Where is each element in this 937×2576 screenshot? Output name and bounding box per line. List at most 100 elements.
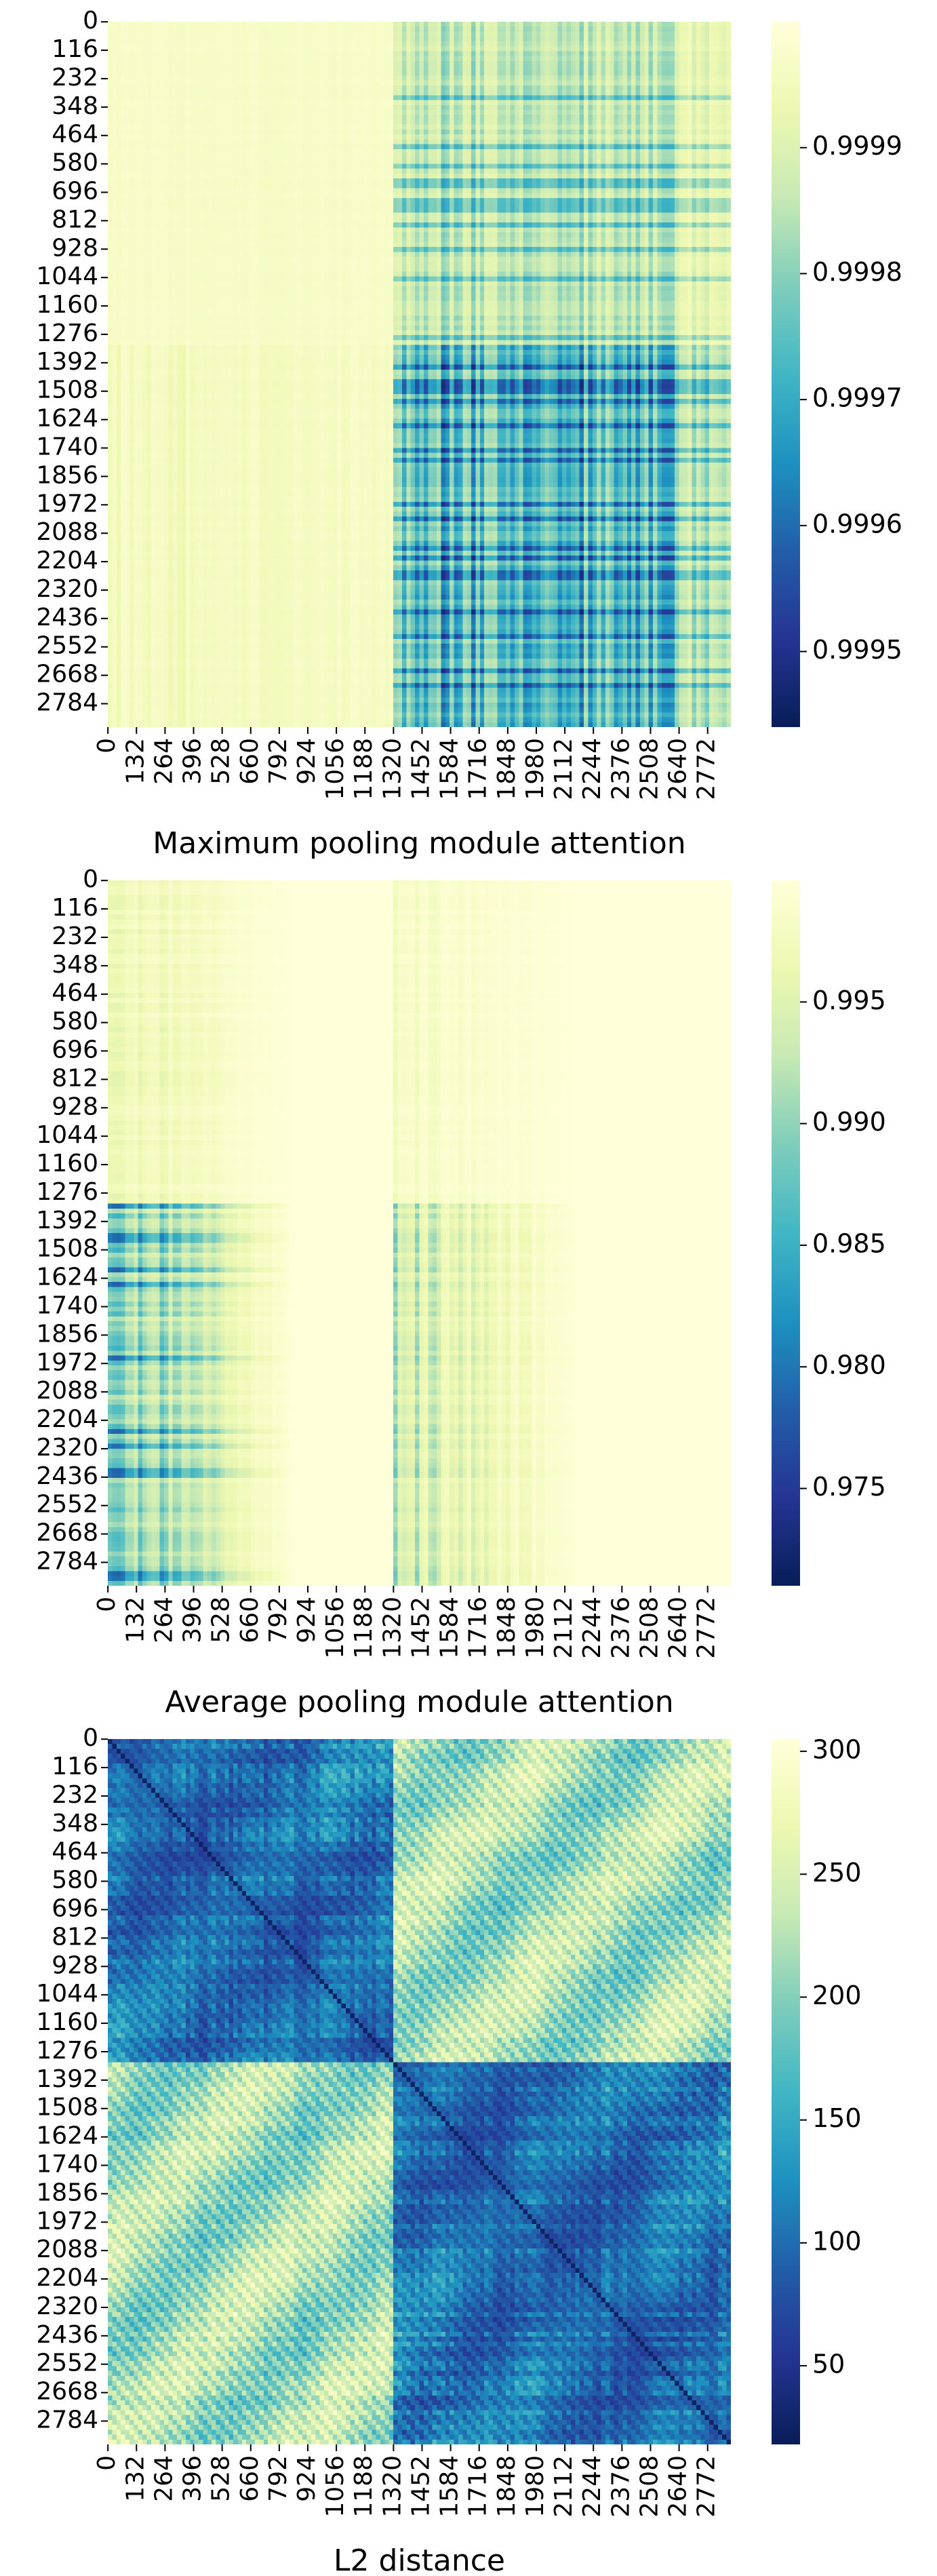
y-tick-label: 232: [52, 64, 98, 92]
x-tick-label: 1716: [464, 1597, 492, 1659]
x-tick-label: 1056: [321, 2455, 349, 2518]
x-tick-label: 1584: [436, 1597, 464, 1659]
y-tick-label: 1624: [36, 2122, 98, 2150]
x-tick-label: 528: [207, 738, 235, 785]
colorbar-tick-label: 0.995: [812, 985, 886, 1015]
x-tick-label: 1452: [407, 738, 435, 800]
y-tick-label: 0: [83, 1724, 98, 1752]
y-tick-label: 2436: [36, 604, 98, 631]
y-tick-label: 2668: [36, 1519, 98, 1547]
y-tick-label: 2436: [36, 2321, 98, 2349]
x-tick-label: 792: [264, 1597, 292, 1643]
y-tick-label: 1160: [36, 1150, 98, 1177]
x-tick-label: 2244: [578, 1597, 606, 1659]
x-tick-label: 396: [179, 738, 207, 785]
y-tick-label: 1856: [36, 461, 98, 489]
x-tick-label: 2772: [693, 1597, 721, 1659]
y-tick-label: 2552: [36, 1491, 98, 1519]
y-tick-label: 928: [52, 1093, 98, 1120]
y-tick-label: 1972: [36, 490, 98, 518]
colorbar-tick-label: 0.980: [812, 1350, 886, 1380]
colorbar-tick-label: 250: [812, 1858, 862, 1888]
y-tick-label: 1044: [36, 1980, 98, 2008]
x-tick-label: 2508: [635, 1597, 663, 1659]
y-tick-label: 1508: [36, 1235, 98, 1263]
x-tick-label: 2772: [693, 738, 721, 800]
x-tick-label: 792: [264, 2455, 292, 2502]
y-tick-label: 1740: [36, 2151, 98, 2179]
x-tick-label: 1320: [378, 738, 406, 800]
y-tick-label: 696: [52, 178, 98, 206]
heatmap-cells: [108, 22, 731, 727]
x-tick-label: 1452: [407, 1597, 435, 1659]
x-tick-label: 2244: [578, 2455, 606, 2518]
y-tick-label: 1740: [36, 1292, 98, 1320]
y-tick-label: 1276: [36, 1178, 98, 1206]
x-axis-label: Maximum pooling module attention: [153, 826, 685, 859]
colorbar-tick-label: 0.990: [812, 1107, 886, 1137]
y-tick-label: 1276: [36, 2037, 98, 2065]
x-tick-label: 1056: [321, 738, 349, 800]
x-tick-label: 2772: [693, 2455, 721, 2518]
x-tick-label: 132: [121, 738, 149, 785]
heatmap-panel-2: 0116232348464580696812928104411601276139…: [36, 865, 886, 1717]
y-tick-label: 580: [52, 149, 98, 177]
x-tick-label: 2112: [550, 1597, 578, 1659]
colorbar-tick-label: 200: [812, 1980, 862, 2010]
colorbar-tick-label: 0.975: [812, 1472, 886, 1502]
y-tick-label: 2204: [36, 1405, 98, 1433]
y-tick-label: 0: [83, 7, 98, 35]
x-tick-label: 2508: [635, 738, 663, 800]
y-tick-label: 696: [52, 1895, 98, 1923]
x-tick-label: 1188: [350, 2455, 378, 2518]
y-tick-label: 1044: [36, 262, 98, 290]
y-tick-label: 464: [52, 121, 98, 149]
y-tick-label: 1856: [36, 1320, 98, 1348]
y-tick-label: 2088: [36, 1377, 98, 1405]
heatmap-cells: [108, 880, 731, 1586]
y-tick-label: 1044: [36, 1121, 98, 1149]
x-tick-label: 264: [150, 1597, 178, 1643]
y-tick-label: 464: [52, 1838, 98, 1866]
colorbar-tick-label: 0.9999: [812, 131, 902, 161]
y-tick-label: 2088: [36, 518, 98, 546]
colorbar-tick-label: 0.9995: [812, 635, 902, 665]
y-tick-label: 1508: [36, 2094, 98, 2122]
y-tick-label: 348: [52, 1810, 98, 1837]
x-tick-label: 2376: [607, 2455, 635, 2518]
y-tick-label: 1972: [36, 2207, 98, 2235]
x-tick-label: 1188: [350, 738, 378, 800]
colorbar-tick-label: 300: [812, 1735, 862, 1765]
heatmap-cells: [108, 1739, 731, 2444]
x-tick-label: 924: [293, 2455, 321, 2502]
x-tick-label: 660: [236, 738, 264, 785]
x-tick-label: 1716: [464, 738, 492, 800]
x-tick-label: 1584: [436, 2455, 464, 2518]
colorbar-tick-label: 50: [812, 2349, 845, 2379]
x-tick-label: 528: [207, 1597, 235, 1643]
colorbar: [772, 22, 800, 727]
heatmap-panel-1: 0116232348464580696812928104411601276139…: [36, 7, 902, 859]
y-tick-label: 1392: [36, 1207, 98, 1234]
x-tick-label: 132: [121, 2455, 149, 2502]
y-tick-label: 232: [52, 1781, 98, 1809]
colorbar-tick-label: 150: [812, 2103, 862, 2133]
y-tick-label: 348: [52, 92, 98, 120]
y-tick-label: 0: [83, 865, 98, 893]
y-tick-label: 2320: [36, 1434, 98, 1462]
x-tick-label: 1980: [521, 738, 549, 800]
x-tick-label: 2244: [578, 738, 606, 800]
y-tick-label: 2552: [36, 632, 98, 660]
x-tick-label: 1320: [378, 2455, 406, 2518]
y-tick-label: 2088: [36, 2236, 98, 2263]
x-tick-label: 1716: [464, 2455, 492, 2518]
x-tick-label: 0: [93, 1597, 121, 1612]
y-tick-label: 580: [52, 1867, 98, 1894]
x-tick-label: 1848: [493, 2455, 521, 2518]
x-tick-label: 924: [293, 1597, 321, 1643]
y-tick-label: 1160: [36, 291, 98, 319]
y-tick-label: 2784: [36, 2406, 98, 2434]
colorbar-tick-label: 0.9996: [812, 509, 902, 539]
x-axis-label: L2 distance: [334, 2543, 505, 2576]
x-tick-label: 1980: [521, 2455, 549, 2518]
